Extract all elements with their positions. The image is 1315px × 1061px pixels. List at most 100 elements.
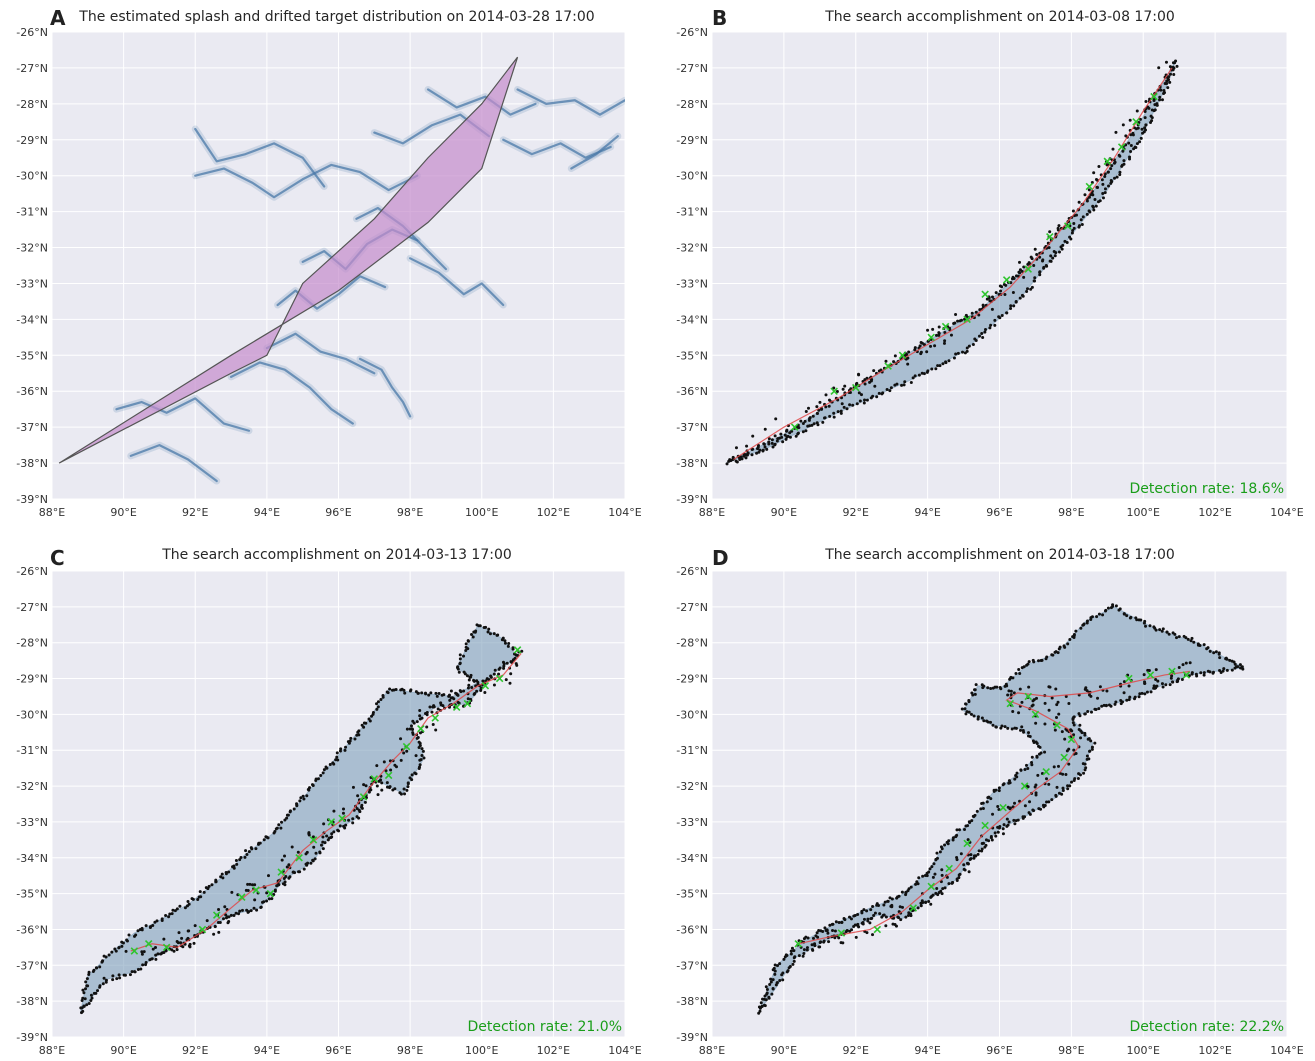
search-point: [1015, 771, 1019, 775]
search-point: [388, 785, 392, 789]
search-point: [1023, 804, 1027, 808]
search-point: [1177, 666, 1181, 670]
search-point: [1012, 277, 1016, 281]
search-point: [1158, 98, 1162, 102]
search-point: [986, 686, 990, 690]
search-point: [1041, 258, 1045, 262]
search-point: [804, 429, 808, 433]
detection-rate-label: Detection rate: 22.2%: [1129, 1019, 1284, 1035]
search-point: [265, 899, 269, 903]
search-point: [956, 319, 960, 323]
x-tick-label: 92°E: [843, 1044, 869, 1057]
search-point: [775, 981, 779, 985]
search-point: [321, 835, 325, 839]
search-point: [907, 911, 911, 915]
search-point: [110, 950, 114, 954]
search-point: [472, 679, 476, 683]
search-point: [375, 702, 379, 706]
search-point: [514, 662, 518, 666]
search-point: [424, 692, 428, 696]
detection-stroke: [238, 893, 246, 901]
detection-stroke: [1006, 699, 1015, 708]
search-point: [1167, 632, 1171, 636]
search-point: [1056, 764, 1060, 768]
search-point: [943, 331, 947, 335]
search-point: [998, 284, 1002, 288]
search-point: [1076, 776, 1080, 780]
y-tick-label: -31°N: [16, 206, 48, 219]
search-point: [1088, 749, 1092, 753]
search-point: [767, 440, 771, 444]
search-point: [815, 931, 819, 935]
search-point: [940, 873, 944, 877]
detection-marker: [1053, 721, 1061, 729]
search-point: [323, 841, 327, 845]
search-point: [1007, 689, 1011, 693]
search-point: [173, 909, 177, 913]
search-point: [479, 689, 483, 693]
search-point: [1100, 178, 1104, 182]
search-point: [951, 836, 955, 840]
search-point: [827, 398, 831, 402]
search-point: [127, 933, 131, 937]
search-point: [967, 700, 971, 704]
search-point: [990, 838, 994, 842]
search-point: [411, 728, 415, 732]
search-point: [156, 952, 160, 956]
detection-marker: [1064, 222, 1072, 230]
search-point: [514, 653, 518, 657]
search-point: [436, 707, 440, 711]
detection-marker: [927, 882, 935, 891]
search-point: [883, 900, 887, 904]
search-point: [305, 794, 309, 798]
search-point: [884, 915, 888, 919]
search-point: [1061, 786, 1065, 790]
x-tick-label: 96°E: [325, 1044, 351, 1057]
search-point: [1140, 691, 1144, 695]
search-point: [893, 383, 897, 387]
search-point: [825, 929, 829, 933]
grid: [711, 31, 1288, 500]
search-point: [963, 707, 967, 711]
search-point: [1034, 793, 1038, 797]
search-point: [311, 835, 315, 839]
search-point: [863, 382, 867, 386]
search-point: [873, 384, 877, 388]
search-point: [1045, 777, 1049, 781]
search-point: [858, 399, 862, 403]
search-point: [1101, 196, 1105, 200]
search-point: [986, 720, 990, 724]
tick-labels: 88°E 90°E 92°E 94°E 96°E 98°E 100°E 102°E 104°E -…: [676, 565, 1303, 1057]
search-point: [1143, 692, 1147, 696]
search-point: [1114, 604, 1118, 608]
search-point: [831, 929, 835, 933]
search-point: [900, 890, 904, 894]
search-point: [368, 719, 372, 723]
search-point: [441, 704, 445, 708]
search-point: [467, 683, 471, 687]
search-point: [120, 940, 124, 944]
detection-marker: [1117, 143, 1126, 151]
search-point: [492, 683, 496, 687]
search-point: [1005, 311, 1009, 315]
y-tick-label: -36°N: [16, 385, 48, 398]
detection-marker: [981, 290, 989, 299]
search-point: [1054, 687, 1058, 691]
search-point: [1103, 191, 1107, 195]
search-point: [824, 393, 828, 397]
search-point: [1172, 72, 1176, 76]
search-point: [1006, 726, 1010, 730]
y-tick-label: -30°N: [676, 708, 708, 721]
search-point: [956, 351, 960, 355]
search-point: [971, 342, 975, 346]
search-point: [746, 451, 750, 455]
search-point: [375, 707, 379, 711]
search-point: [1012, 818, 1016, 822]
y-tick-label: -31°N: [676, 206, 708, 219]
search-point: [841, 387, 845, 391]
search-point: [1107, 184, 1111, 188]
search-point: [1118, 170, 1122, 174]
search-point: [170, 948, 174, 952]
detection-marker: [945, 864, 953, 873]
search-point: [327, 836, 331, 840]
